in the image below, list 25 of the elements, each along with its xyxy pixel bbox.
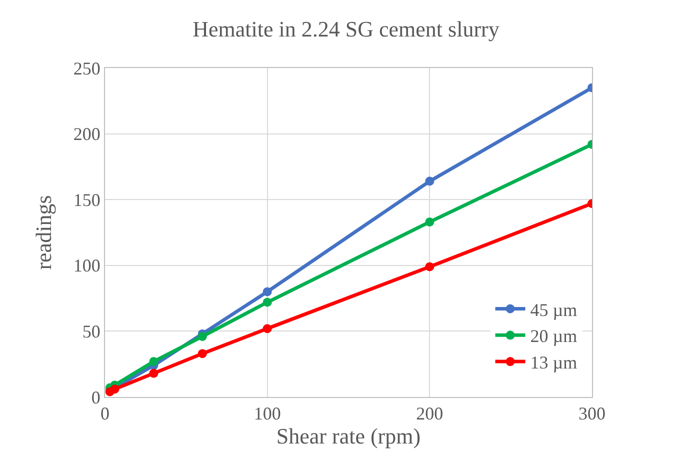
y-tick-label: 50 [82, 322, 100, 342]
point [262, 298, 272, 307]
y-tick-label: 100 [73, 256, 100, 276]
y-tick-label: 0 [91, 387, 100, 408]
point [198, 332, 207, 341]
y-tick-label: 250 [73, 58, 100, 78]
legend-label: 13 µm [530, 352, 578, 373]
point [425, 217, 434, 226]
point [425, 262, 434, 272]
x-axis-title: Shear rate (rpm) [276, 424, 421, 449]
y-axis-title: readings [31, 195, 56, 270]
x-tick-label: 200 [416, 404, 444, 424]
x-tick-label: 300 [578, 404, 606, 424]
point [262, 287, 272, 296]
legend-label: 20 µm [530, 326, 578, 346]
point [262, 324, 272, 334]
y-tick-label: 200 [73, 124, 100, 144]
legend-label: 45 µm [530, 300, 578, 320]
x-tick-label: 100 [254, 404, 281, 424]
point [149, 356, 158, 366]
point [198, 349, 207, 358]
point [149, 368, 158, 378]
y-tick-label: 150 [73, 190, 100, 210]
point [425, 176, 434, 186]
chart-title: Hematite in 2.24 SG cement slurry [192, 16, 500, 42]
